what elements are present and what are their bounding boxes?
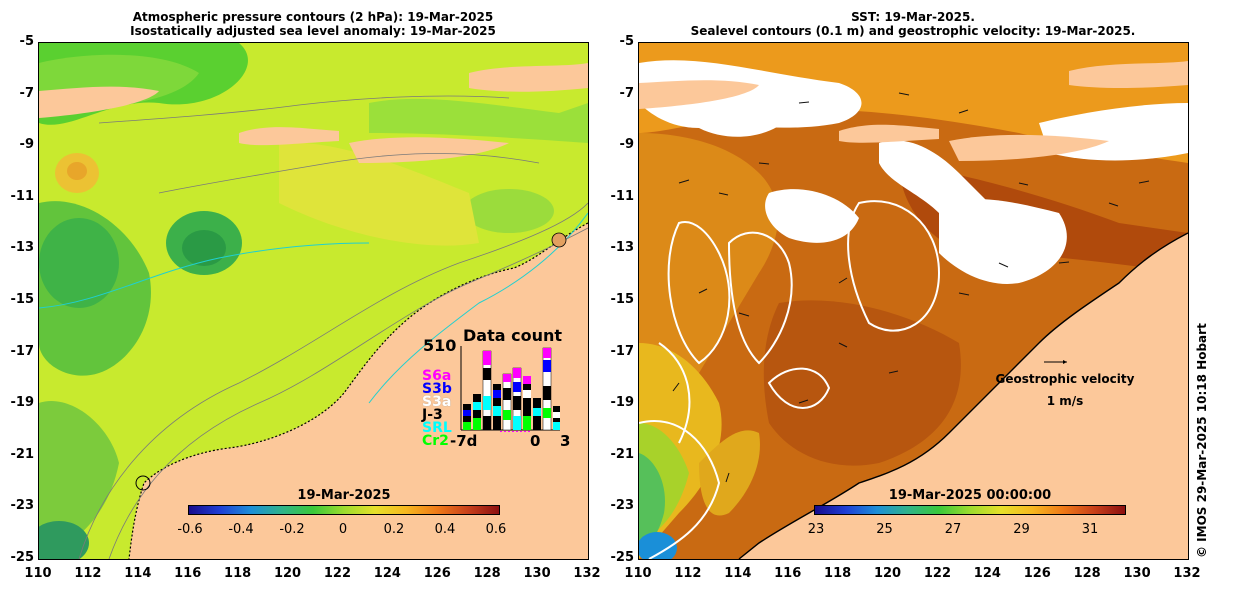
lat-tick-label: -23 <box>610 498 635 514</box>
inset-max-label: 510 <box>423 336 457 355</box>
colorbar-tick-label: -0.6 <box>177 522 203 537</box>
right-title-line2: Sealevel contours (0.1 m) and geostrophi… <box>690 24 1136 38</box>
colorbar-tick-label: 0 <box>338 522 348 537</box>
lat-tick-label: -19 <box>10 395 35 411</box>
colorbar-tick-label: 25 <box>876 522 893 537</box>
lat-tick-label: -9 <box>19 137 34 153</box>
lon-tick-label: 112 <box>74 566 102 581</box>
lon-tick-label: 120 <box>873 566 902 581</box>
lon-tick-label: 114 <box>124 566 152 581</box>
mission-s6a: S6a <box>422 368 452 384</box>
data-count-histogram <box>460 346 560 432</box>
lon-tick-label: 110 <box>624 566 652 581</box>
lat-tick-label: -5 <box>619 34 634 49</box>
colorbar-tick-label: 29 <box>1013 522 1030 537</box>
inset-xlabel-zero: 0 <box>530 432 541 450</box>
colorbar-tick-label: 23 <box>807 522 825 537</box>
lat-tick-label: -13 <box>610 240 635 256</box>
lon-tick-label: 126 <box>423 566 451 581</box>
lat-tick-label: -15 <box>610 292 635 307</box>
lon-tick-label: 116 <box>774 566 802 581</box>
imos-credit: © IMOS 29-Mar-2025 10:18 Hobart <box>1195 323 1209 558</box>
lon-tick-label: 114 <box>724 566 752 581</box>
lat-tick-label: -19 <box>610 395 635 411</box>
lon-tick-label: 112 <box>674 566 702 581</box>
colorbar-tick-label: 0.4 <box>434 522 456 537</box>
lat-tick-label: -25 <box>10 550 35 565</box>
lon-tick-label: 128 <box>473 566 501 581</box>
sst-colorbar <box>814 505 1126 515</box>
mission-s3a: S3a <box>422 394 452 410</box>
lat-tick-label: -17 <box>610 343 635 359</box>
lat-tick-label: -23 <box>10 498 35 514</box>
lon-tick-label: 110 <box>24 566 52 581</box>
inset-title: Data count <box>463 326 562 345</box>
mission-s3b: S3b <box>422 381 452 397</box>
lon-tick-label: 118 <box>224 566 252 581</box>
lat-tick-label: -21 <box>610 446 635 462</box>
left-title-line1: Atmospheric pressure contours (2 hPa): 1… <box>132 10 494 24</box>
lon-tick-label: 124 <box>373 566 401 581</box>
velocity-label: Geostrophic velocity <box>995 372 1135 386</box>
sst-map <box>638 42 1189 560</box>
lon-tick-label: 116 <box>174 566 202 581</box>
sla-colorbar <box>188 505 500 515</box>
lon-tick-label: 122 <box>323 566 352 581</box>
inset-xlabel-start: -7d <box>450 432 478 450</box>
right-title-line1: SST: 19-Mar-2025. <box>851 10 975 24</box>
left-title-line2: Isostatically adjusted sea level anomaly… <box>130 24 496 38</box>
lon-tick-label: 130 <box>1123 566 1151 581</box>
lon-tick-label: 132 <box>1173 566 1201 581</box>
lon-tick-label: 128 <box>1073 566 1101 581</box>
left-colorbar-date: 19-Mar-2025 <box>297 488 391 503</box>
colorbar-tick-label: 31 <box>1081 522 1099 537</box>
lat-tick-label: -11 <box>610 188 635 204</box>
lat-tick-label: -17 <box>10 343 35 359</box>
lon-tick-label: 124 <box>973 566 1001 581</box>
colorbar-tick-label: 27 <box>944 522 962 537</box>
mission-cr2: Cr2 <box>422 433 449 449</box>
lat-tick-label: -13 <box>10 240 35 256</box>
mission-srl: SRL <box>422 420 452 436</box>
lon-tick-label: 120 <box>273 566 302 581</box>
lat-tick-label: -21 <box>10 446 35 462</box>
colorbar-tick-label: 0.2 <box>383 522 405 537</box>
colorbar-tick-label: 0.6 <box>485 522 507 537</box>
data-count-inset: Data count 510 S6a S3b S3a J-3 SRL Cr2 -… <box>418 326 583 450</box>
sla-map <box>38 42 589 560</box>
lat-tick-label: -7 <box>19 85 34 101</box>
lat-tick-label: -15 <box>10 292 35 307</box>
colorbar-tick-label: -0.2 <box>279 522 305 537</box>
lat-tick-label: -5 <box>19 34 34 49</box>
inset-xlabel-end: 3 <box>560 432 571 450</box>
lon-tick-label: 126 <box>1023 566 1051 581</box>
right-colorbar-date: 19-Mar-2025 00:00:00 <box>888 488 1052 503</box>
lat-tick-label: -9 <box>619 137 634 153</box>
lat-tick-label: -11 <box>10 188 35 204</box>
lat-tick-label: -7 <box>619 85 634 101</box>
mission-j3: J-3 <box>422 407 443 423</box>
lon-tick-label: 132 <box>573 566 601 581</box>
colorbar-tick-label: -0.4 <box>228 522 254 537</box>
lon-tick-label: 130 <box>523 566 551 581</box>
velocity-scale-label: 1 m/s <box>1046 394 1084 408</box>
lon-tick-label: 118 <box>824 566 852 581</box>
lat-tick-label: -25 <box>610 550 635 565</box>
lon-tick-label: 122 <box>923 566 952 581</box>
